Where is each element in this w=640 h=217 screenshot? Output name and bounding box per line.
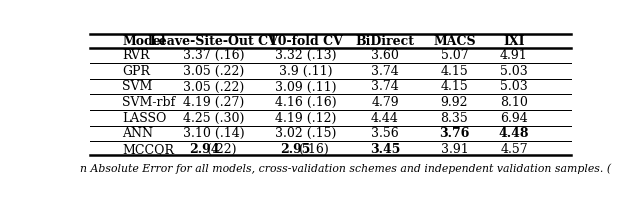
Text: (.22): (.22) (207, 143, 237, 156)
Text: 10-fold CV: 10-fold CV (269, 35, 342, 48)
Text: 3.74: 3.74 (371, 65, 399, 78)
Text: 4.25 (.30): 4.25 (.30) (183, 112, 244, 125)
Text: ANN: ANN (122, 127, 153, 140)
Text: 4.91: 4.91 (500, 49, 528, 62)
Text: 3.05 (.22): 3.05 (.22) (183, 65, 244, 78)
Text: MCCQR: MCCQR (122, 143, 174, 156)
Text: 3.05 (.22): 3.05 (.22) (183, 81, 244, 94)
Text: LASSO: LASSO (122, 112, 166, 125)
Text: 8.35: 8.35 (440, 112, 468, 125)
Text: 5.03: 5.03 (500, 65, 528, 78)
Text: IXI: IXI (503, 35, 525, 48)
Text: 3.74: 3.74 (371, 81, 399, 94)
Text: GPR: GPR (122, 65, 150, 78)
Text: 4.44: 4.44 (371, 112, 399, 125)
Text: 3.9 (.11): 3.9 (.11) (279, 65, 332, 78)
Text: Model: Model (122, 35, 166, 48)
Text: 3.09 (.11): 3.09 (.11) (275, 81, 337, 94)
Text: Leave-Site-Out CV: Leave-Site-Out CV (150, 35, 278, 48)
Text: 4.19 (.27): 4.19 (.27) (183, 96, 244, 109)
Text: 5.07: 5.07 (441, 49, 468, 62)
Text: 4.57: 4.57 (500, 143, 528, 156)
Text: 9.92: 9.92 (441, 96, 468, 109)
Text: BiDirect: BiDirect (356, 35, 415, 48)
Text: 2.94: 2.94 (189, 143, 220, 156)
Text: 2.95: 2.95 (280, 143, 311, 156)
Text: 6.94: 6.94 (500, 112, 528, 125)
Text: SVM-rbf: SVM-rbf (122, 96, 175, 109)
Text: 3.45: 3.45 (370, 143, 400, 156)
Text: 3.10 (.14): 3.10 (.14) (183, 127, 244, 140)
Text: (.16): (.16) (299, 143, 329, 156)
Text: 4.15: 4.15 (440, 65, 468, 78)
Text: 4.15: 4.15 (440, 81, 468, 94)
Text: 3.37 (.16): 3.37 (.16) (183, 49, 244, 62)
Text: 4.48: 4.48 (499, 127, 529, 140)
Text: 4.79: 4.79 (371, 96, 399, 109)
Text: 4.16 (.16): 4.16 (.16) (275, 96, 337, 109)
Text: 3.02 (.15): 3.02 (.15) (275, 127, 337, 140)
Text: 8.10: 8.10 (500, 96, 528, 109)
Text: SVM: SVM (122, 81, 152, 94)
Text: 5.03: 5.03 (500, 81, 528, 94)
Text: 3.56: 3.56 (371, 127, 399, 140)
Text: 3.76: 3.76 (439, 127, 470, 140)
Text: 3.91: 3.91 (440, 143, 468, 156)
Text: 4.19 (.12): 4.19 (.12) (275, 112, 337, 125)
Text: MACS: MACS (433, 35, 476, 48)
Text: n Absolute Error for all models, cross-validation schemes and independent valida: n Absolute Error for all models, cross-v… (80, 163, 611, 174)
Text: RVR: RVR (122, 49, 150, 62)
Text: 3.32 (.13): 3.32 (.13) (275, 49, 337, 62)
Text: 3.60: 3.60 (371, 49, 399, 62)
